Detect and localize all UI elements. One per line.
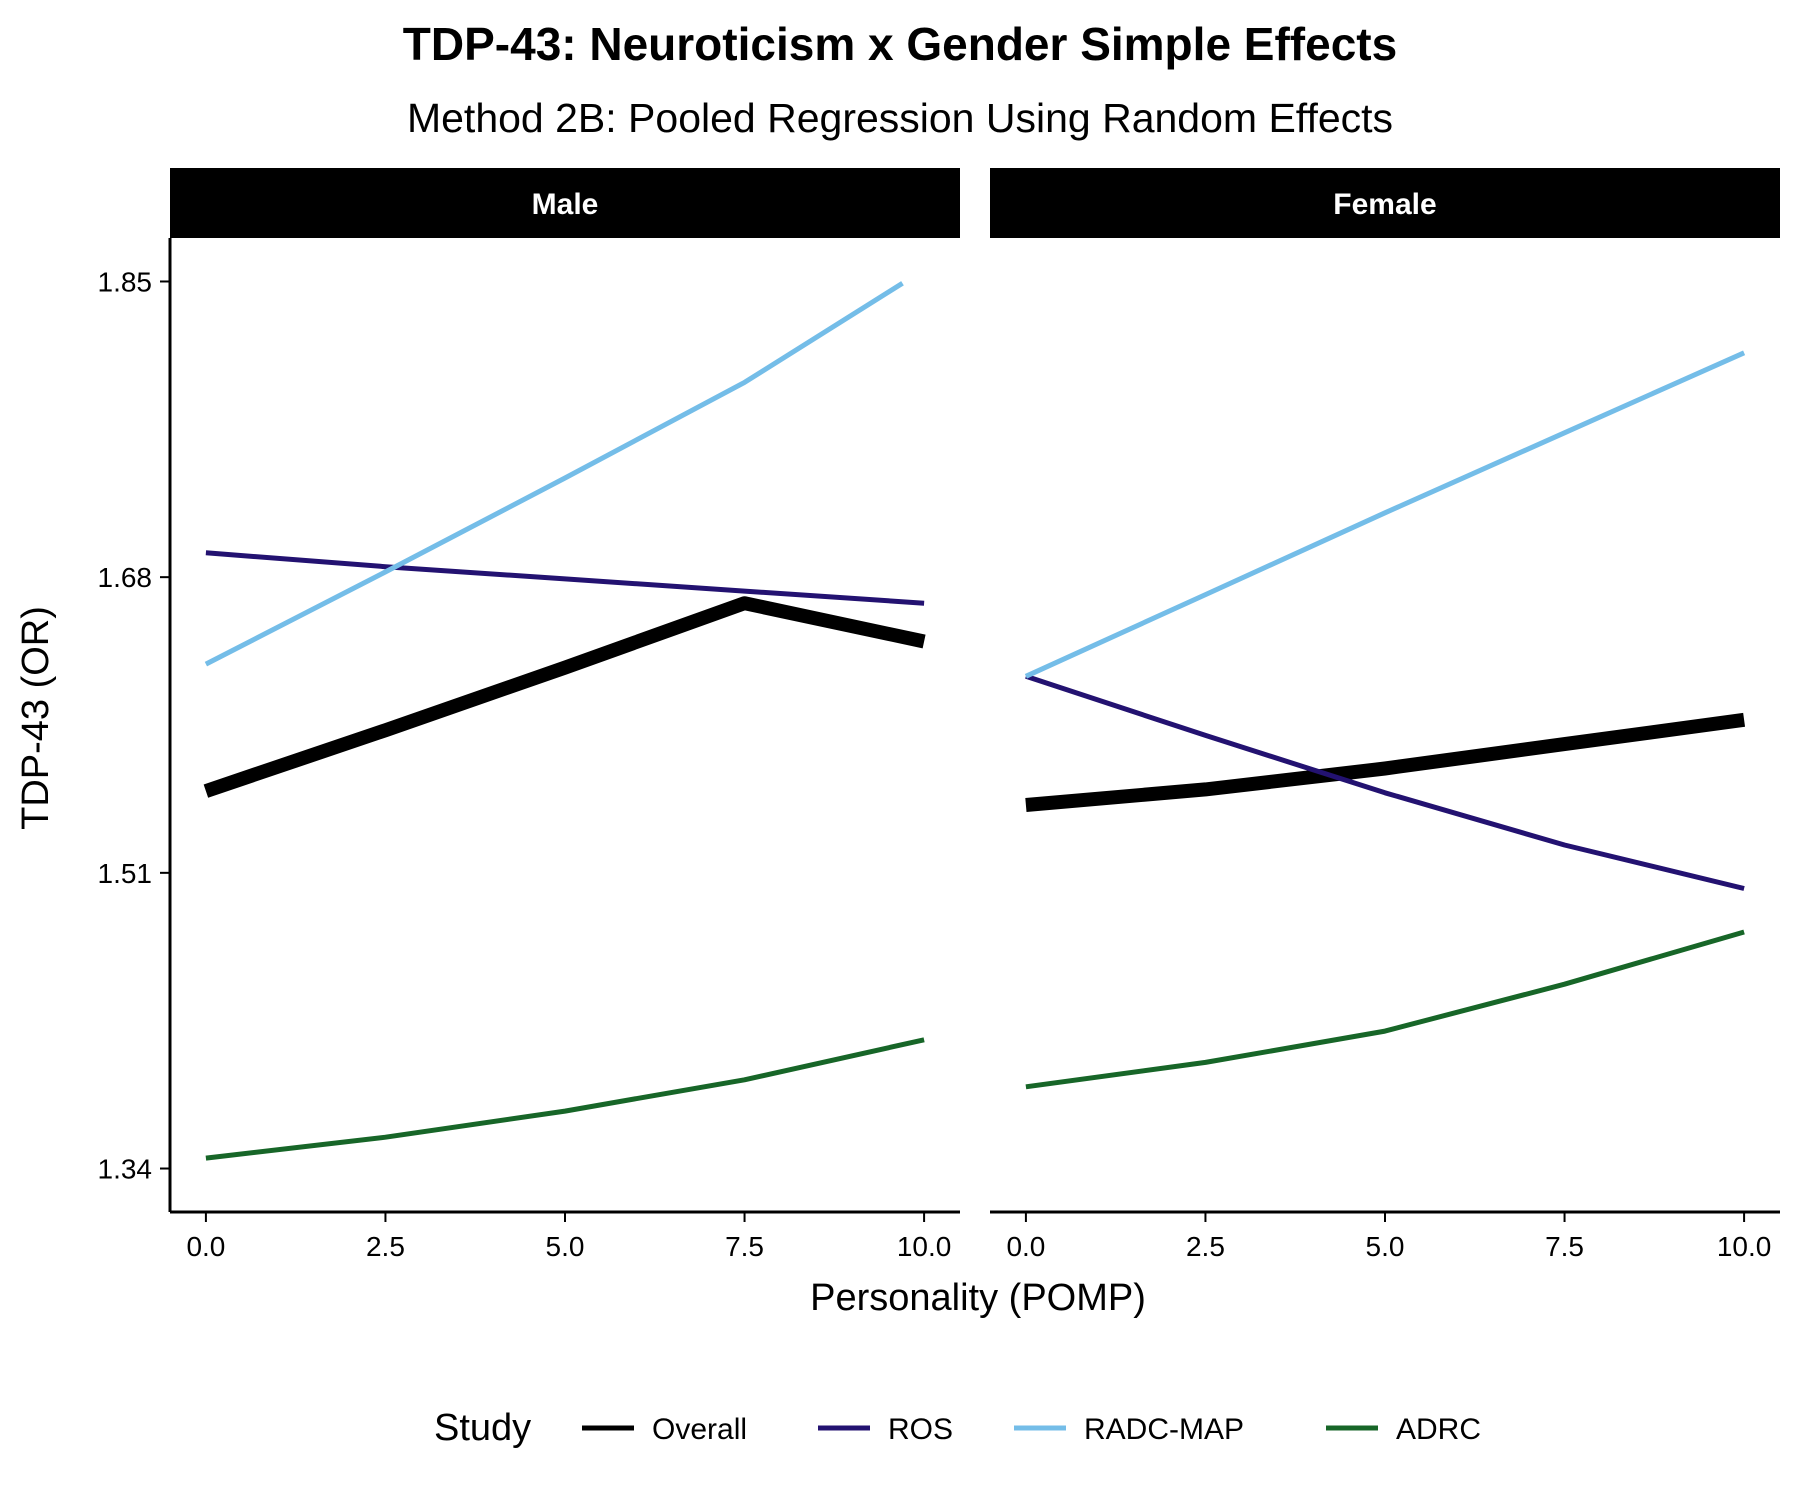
x-axis-title: Personality (POMP) — [810, 1277, 1146, 1319]
legend: Study Overall ROS RADC-MAP ADRC — [434, 1407, 1481, 1449]
series-line-ros — [1025, 673, 1745, 891]
panel-male: Male 0.0 2.5 5.0 7.5 10.0 — [170, 168, 960, 1262]
series-line-ros — [205, 550, 925, 606]
y-tick-label: 1.51 — [98, 858, 153, 889]
x-tick-label: 0.0 — [1006, 1231, 1045, 1262]
y-tick-label: 1.68 — [98, 562, 153, 593]
series-line-adrc — [1025, 929, 1745, 1090]
legend-title: Study — [434, 1407, 531, 1449]
x-tick-label: 7.5 — [1545, 1231, 1584, 1262]
x-tick-label: 10.0 — [897, 1231, 952, 1262]
y-axis-title: TDP-43 (OR) — [15, 606, 57, 830]
legend-label: RADC-MAP — [1084, 1413, 1244, 1446]
panel-female: Female 0.0 2.5 5.0 7.5 10.0 — [990, 168, 1780, 1262]
y-tick-label: 1.34 — [98, 1154, 153, 1185]
strip-label: Female — [1333, 188, 1436, 221]
series-line-overall — [203, 596, 926, 798]
y-axis: 1.34 1.51 1.68 1.85 — [98, 238, 172, 1212]
chart-title: TDP-43: Neuroticism x Gender Simple Effe… — [403, 18, 1397, 70]
x-tick-label: 5.0 — [546, 1231, 585, 1262]
legend-label: Overall — [652, 1413, 747, 1446]
series-line-adrc — [205, 1037, 925, 1161]
x-tick-label: 0.0 — [186, 1231, 225, 1262]
strip-label: Male — [532, 188, 599, 221]
x-tick-label: 2.5 — [366, 1231, 405, 1262]
x-tick-label: 7.5 — [725, 1231, 764, 1262]
series-line-radc-map — [204, 281, 904, 667]
strip-background — [170, 168, 960, 238]
series-line-radc-map — [1024, 350, 1746, 679]
legend-label: ROS — [888, 1413, 953, 1446]
chart-subtitle: Method 2B: Pooled Regression Using Rando… — [407, 95, 1393, 141]
strip-background — [990, 168, 1780, 238]
facet-panels: Male 0.0 2.5 5.0 7.5 10.0 Female 0.0 2.5 5.0 7.5 10… — [170, 168, 1780, 1262]
series-line-overall — [1025, 712, 1746, 812]
legend-label: ADRC — [1396, 1413, 1481, 1446]
x-tick-label: 2.5 — [1186, 1231, 1225, 1262]
x-tick-label: 10.0 — [1717, 1231, 1772, 1262]
y-tick-label: 1.85 — [98, 266, 153, 297]
x-tick-label: 5.0 — [1366, 1231, 1405, 1262]
